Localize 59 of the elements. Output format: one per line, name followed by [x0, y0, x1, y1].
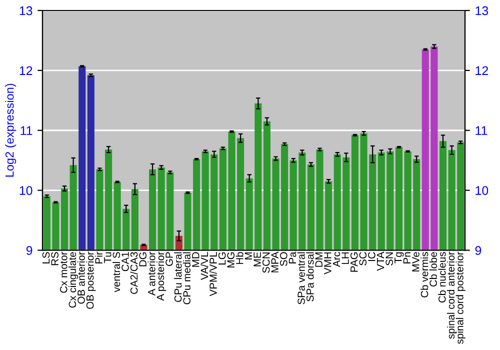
y2-tick-label: 11	[476, 126, 488, 135]
x-tick-label: CPu lateral	[174, 252, 182, 302]
x-tick-label: ME	[254, 252, 261, 266]
x-tick-label: VMH	[324, 252, 332, 274]
x-tick-label: CPu medial	[182, 252, 190, 304]
x-tick-label: VPM/VPL	[209, 252, 217, 296]
x-tick-label: Cb vermis	[420, 252, 428, 298]
y-tick-label: 9	[26, 246, 32, 255]
x-tick-label: SN	[386, 252, 393, 266]
x-tick-label: PAG	[350, 252, 358, 272]
x-tick-label: OB posterior	[86, 252, 96, 309]
x-tick-label: DG	[139, 252, 146, 266]
x-tick-label: SPa ventral	[297, 252, 305, 304]
x-tick-label: MVe	[412, 252, 420, 272]
x-tick-label: ventral S	[112, 252, 120, 292]
x-tick-label: spinal cord anterior	[447, 252, 457, 339]
x-tick-label: GP	[166, 252, 173, 266]
x-tick-label: A anterior	[148, 252, 156, 296]
x-tick-label: A posterior	[156, 252, 166, 301]
x-tick-label: VTA	[376, 252, 384, 271]
y-axis-title: Log2 (expression)	[5, 84, 16, 177]
x-tick-label: Cx motor	[60, 252, 68, 293]
y2-tick-label: 13	[476, 6, 488, 16]
x-tick-label: SCN	[262, 252, 270, 273]
y2-tick-label: 12	[476, 66, 488, 75]
x-tick-label: SC	[359, 252, 367, 266]
x-tick-label: Pn	[403, 252, 410, 264]
x-tick-label: DM	[315, 252, 322, 267]
x-tick-label: OB anterior	[77, 252, 85, 304]
x-tick-label: LH	[342, 252, 349, 264]
x-tick-label: IC	[368, 252, 376, 261]
x-tick-label: Cx cingulate	[68, 252, 78, 308]
x-tick-label: Tu	[104, 252, 112, 264]
y-tick-label: 11	[20, 126, 32, 135]
x-tick-label: CA2/CA3	[130, 252, 138, 294]
y2-tick-label: 9	[475, 246, 482, 255]
x-tick-label: RS	[51, 252, 58, 266]
x-tick-label: LS	[42, 252, 50, 264]
x-tick-label: M	[244, 252, 252, 260]
x-tick-label: MG	[227, 252, 235, 268]
y-tick-label: 13	[20, 6, 32, 16]
y2-tick-label: 10	[476, 186, 488, 195]
x-tick-label: Arc	[332, 252, 340, 268]
x-tick-label: spinal cord posterior	[456, 252, 466, 344]
x-tick-label: Pir	[94, 252, 102, 264]
x-tick-label: SO	[280, 252, 288, 266]
x-tick-label: MD	[192, 252, 200, 267]
x-tick-label: MPA	[271, 252, 278, 272]
x-tick-label: LG	[218, 252, 226, 265]
x-tick-label: Tg	[394, 252, 404, 264]
x-tick-label: VA/VL	[200, 252, 208, 280]
x-tick-label: Hb	[236, 252, 244, 264]
x-tick-label: SPa dorsal	[306, 252, 314, 302]
y-tick-label: 12	[20, 66, 32, 75]
x-tick-label: Cb lobe	[429, 252, 437, 287]
x-tick-label: Pa	[288, 252, 296, 264]
y-tick-label: 10	[20, 186, 32, 195]
x-tick-label: Cb nucleus	[438, 252, 446, 303]
x-tick-label: CA1	[122, 252, 129, 272]
